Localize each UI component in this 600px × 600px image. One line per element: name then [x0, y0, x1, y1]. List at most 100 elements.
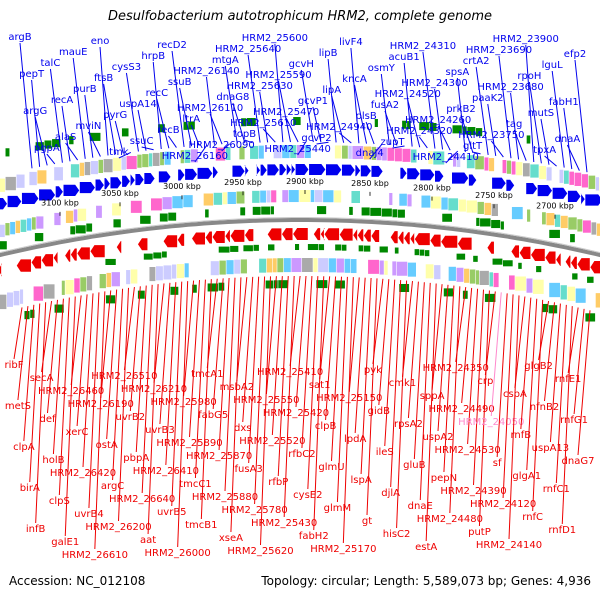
- cog-reverse-feature-63: [575, 288, 586, 303]
- cog-forward-feature-9: [90, 161, 98, 175]
- forward-gene-leader: [179, 87, 193, 147]
- cog-dot-innermost-13: [334, 280, 345, 289]
- cog-forward-inner-feature-42: [448, 198, 459, 211]
- forward-cds-33: [371, 165, 383, 177]
- forward-gene-leader: [65, 142, 79, 161]
- forward-gene-leader: [566, 144, 580, 171]
- forward-gene-label: HRM2_25630: [227, 81, 293, 92]
- reverse-gene-leader: [573, 308, 585, 415]
- cog-forward-inner-feature-54: [568, 217, 577, 230]
- cog-dot-innermost-5: [170, 286, 179, 295]
- reverse-gene-leader: [218, 277, 230, 451]
- cog-dot-mid-3: [75, 225, 86, 234]
- reverse-gene-leader: [123, 287, 135, 371]
- cog-forward-inner-feature-7: [36, 216, 44, 229]
- reverse-gene-label: pbpA: [123, 453, 149, 464]
- forward-gene-label: HRM2_25600: [242, 33, 308, 44]
- forward-gene-label: talC: [41, 58, 61, 69]
- reverse-gene-leader: [52, 298, 64, 455]
- forward-cds-15: [178, 169, 185, 181]
- cog-forward-feature-55: [506, 160, 512, 174]
- forward-gene-label: HRM2_23900: [493, 34, 559, 45]
- forward-cds-45: [567, 190, 581, 202]
- cog-forward-feature-6: [70, 164, 80, 178]
- cog-reverse-feature-25: [234, 259, 241, 274]
- reverse-cds-16: [225, 230, 230, 243]
- topology-summary: Topology: circular; Length: 5,589,073 bp…: [261, 574, 591, 588]
- reverse-gene-leader: [360, 278, 372, 475]
- cog-forward-feature-7: [79, 162, 85, 176]
- cog-forward-inner-feature-46: [484, 202, 492, 215]
- reverse-gene-label: cmk1: [389, 378, 416, 389]
- cog-dot-inner-6: [243, 245, 253, 252]
- reverse-gene-leader: [331, 276, 342, 462]
- forward-gene-leader: [528, 81, 542, 164]
- reverse-gene-leader: [212, 278, 224, 410]
- cog-forward-inner-feature-21: [222, 192, 227, 205]
- cog-reverse-feature-2: [13, 290, 20, 306]
- forward-gene-label: HRM2_24310: [390, 41, 456, 52]
- reverse-gene-leader: [372, 278, 384, 365]
- cog-forward-inner-feature-57: [591, 222, 597, 235]
- forward-gene-leader: [247, 54, 261, 143]
- forward-gene-leader: [285, 117, 299, 143]
- reverse-cds-36: [441, 235, 458, 248]
- cog-forward-feature-21: [180, 150, 184, 164]
- forward-gene-label: HRM2_24320: [386, 126, 452, 137]
- reverse-gene-label: hisC2: [383, 529, 411, 540]
- cog-forward-inner-feature-53: [560, 215, 568, 229]
- cog-dot-mid-4: [86, 223, 93, 232]
- cog-forward-feature-49: [456, 153, 461, 168]
- cog-reverse-feature-9: [80, 277, 87, 292]
- reverse-gene-label: dxs: [234, 423, 251, 434]
- reverse-gene-label: tmcC1: [179, 479, 212, 490]
- cog-reverse-feature-28: [266, 258, 273, 273]
- reverse-gene-label: uvrB2: [116, 412, 146, 423]
- cog-forward-inner-feature-48: [511, 206, 523, 220]
- reverse-gene-label: estA: [415, 542, 437, 553]
- forward-gene-leader: [137, 109, 147, 151]
- forward-cds-39: [468, 174, 477, 186]
- forward-cds-4: [55, 186, 63, 198]
- forward-gene-leader: [34, 116, 48, 166]
- reverse-gene-label: dnaG7: [562, 456, 595, 467]
- forward-gene-leader: [209, 113, 223, 145]
- cog-dot-inner-26: [536, 266, 542, 273]
- scale-label: 2750 kbp: [475, 191, 513, 200]
- reverse-cds-34: [414, 233, 430, 246]
- reverse-gene-label: gidB: [368, 406, 390, 417]
- cog-forward-inner-feature-55: [577, 219, 583, 232]
- cog-dot-innermost-20: [585, 313, 596, 322]
- cog-dot-inner-10: [307, 244, 319, 251]
- reverse-gene-leader: [23, 304, 35, 442]
- forward-gene-leader: [278, 80, 291, 143]
- cog-forward-feature-43: [394, 148, 402, 162]
- forward-gene-leader: [316, 141, 329, 145]
- reverse-gene-leader: [64, 296, 76, 537]
- cog-forward-feature-68: [595, 177, 600, 191]
- cog-forward-feature-64: [569, 171, 574, 185]
- cog-dot-inner-22: [473, 255, 478, 262]
- forward-gene-label: argG: [23, 106, 47, 117]
- reverse-gene-label: lpdA: [344, 434, 366, 445]
- forward-gene-label: livF4: [339, 37, 363, 48]
- forward-gene-label: crtA2: [463, 56, 490, 67]
- forward-cds-34: [400, 167, 407, 179]
- scale-label: 2800 kbp: [413, 184, 451, 193]
- cog-reverse-feature-27: [259, 258, 267, 273]
- scale-label: 2850 kbp: [351, 179, 389, 188]
- reverse-cds-24: [324, 228, 340, 241]
- cog-dot-inner-1: [143, 253, 153, 260]
- cog-dot-inner-18: [414, 249, 420, 256]
- cog-forward-inner-feature-17: [172, 196, 183, 209]
- forward-gene-leader: [19, 42, 33, 169]
- reverse-gene-label: HRM2_24390: [440, 486, 506, 497]
- reverse-gene-leader: [520, 297, 532, 430]
- cog-reverse-feature-6: [61, 280, 65, 295]
- cog-forward-feature-0: [0, 178, 5, 192]
- cog-dot-inner-8: [268, 244, 275, 251]
- forward-gene-leader: [156, 98, 170, 149]
- cog-dot-outer-10: [241, 118, 247, 127]
- cog-reverse-feature-62: [567, 286, 576, 302]
- cog-reverse-feature-48: [448, 266, 456, 281]
